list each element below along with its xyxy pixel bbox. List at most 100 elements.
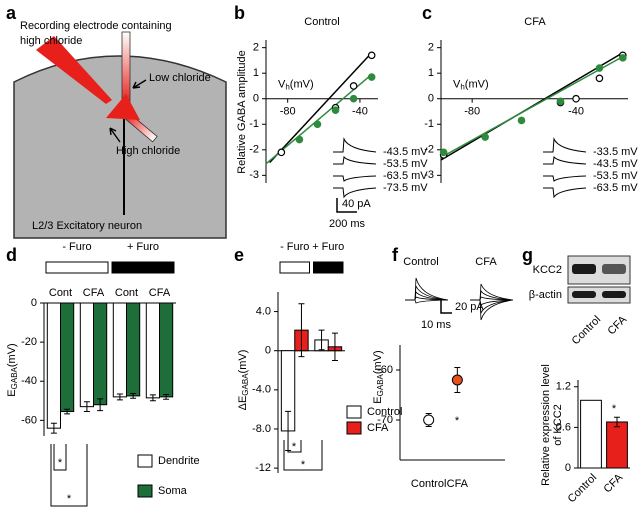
axis-label: ΔEGABA(mV): [237, 350, 250, 411]
diagram-label: high chloride: [20, 35, 82, 47]
error-bar: [130, 393, 137, 399]
x-tick-label: -80: [464, 106, 480, 118]
y-tick-label: 0: [265, 345, 271, 357]
point: [517, 116, 526, 125]
x-tick-label: Cont: [49, 287, 72, 299]
bar: [93, 302, 108, 406]
annotation: *: [67, 493, 72, 505]
bar: [79, 302, 95, 408]
current-trace: [470, 296, 514, 301]
current-trace: [470, 299, 514, 306]
blot-band: [572, 291, 596, 298]
y-tick-label: -40: [21, 375, 37, 387]
error-bar: [116, 393, 123, 401]
label-part: GABA: [10, 366, 19, 389]
x-tick-label: CFA: [602, 471, 626, 495]
panel-label: e: [234, 245, 244, 265]
diagram-label: High chloride: [116, 145, 180, 157]
label-part: E: [372, 396, 384, 403]
arrow: [109, 127, 121, 143]
current-trace: [470, 299, 514, 321]
label-part: h: [460, 83, 464, 92]
y-tick-label: -60: [21, 414, 37, 426]
y-tick-label: -2: [249, 144, 259, 156]
panel-label: b: [234, 3, 245, 23]
bracket: [283, 440, 323, 471]
panel-label: c: [422, 3, 432, 23]
diagram-label: L2/3 Excitatory neuron: [32, 220, 142, 232]
bar: [145, 302, 161, 399]
group-bar: [279, 261, 310, 274]
group-label: + Furo: [312, 241, 344, 253]
bracket: [53, 444, 67, 471]
trace-label: -63.5 mV: [383, 170, 428, 182]
label-part: h: [285, 83, 289, 92]
y-tick-label: -1: [249, 118, 259, 130]
point: [331, 106, 340, 115]
x-tick-label: CFA: [447, 478, 469, 490]
y-tick-label: 0.6: [556, 421, 571, 433]
point: [572, 94, 580, 103]
point: [595, 74, 604, 83]
label-part: E: [6, 389, 18, 396]
blot-label: KCC2: [533, 264, 562, 276]
y-tick-label: 0: [428, 93, 434, 105]
current-trace: [333, 175, 377, 182]
bracket: [287, 440, 302, 453]
current-trace: [543, 137, 587, 153]
error-bar: [298, 303, 305, 358]
point: [349, 94, 358, 103]
fit-line: [269, 52, 373, 164]
trace-label: -53.5 mV: [593, 170, 638, 182]
error-bar: [318, 329, 325, 351]
label-part: (mV): [237, 350, 249, 374]
x-tick-label: -40: [568, 106, 584, 118]
point: [439, 148, 448, 157]
axis-label: of KCC2: [552, 404, 564, 446]
label-part: GABA: [376, 373, 385, 396]
current-trace: [333, 187, 377, 199]
group-label: + Furo: [127, 241, 159, 253]
error-bar: [83, 401, 90, 413]
annotation: *: [301, 459, 306, 471]
current-trace: [405, 277, 449, 301]
x-tick-label: Control: [566, 472, 600, 506]
diagram-label: Low chloride: [149, 72, 211, 84]
trace-label: -73.5 mV: [383, 182, 428, 194]
label-part: ΔE: [237, 396, 249, 411]
label-part: (mV): [290, 79, 314, 91]
y-tick-label: 2: [428, 42, 434, 54]
y-tick-label: -4.0: [252, 384, 271, 396]
point: [556, 97, 565, 106]
x-tick-label: CFA: [149, 287, 171, 299]
annotation: *: [58, 457, 63, 469]
current-trace: [333, 137, 377, 153]
trace-title: Control: [403, 256, 438, 268]
y-tick-label: 0: [565, 462, 571, 474]
blot-band: [602, 264, 626, 274]
point: [295, 135, 304, 144]
annotation: *: [455, 415, 460, 427]
error-bar: [97, 398, 104, 412]
x-tick-label: Control: [411, 478, 446, 490]
y-tick-label: 0: [31, 297, 37, 309]
panel-label: a: [6, 3, 17, 23]
point: [451, 374, 463, 386]
legend-swatch: [137, 454, 153, 468]
trace-label: -63.5 mV: [593, 182, 638, 194]
scale-bar: [440, 300, 452, 314]
electrode: [36, 36, 112, 104]
legend-swatch: [346, 421, 362, 435]
bar: [580, 399, 602, 469]
y-tick-label: -12: [255, 462, 271, 474]
apical-dendrite: [121, 31, 131, 105]
trace-label: -33.5 mV: [593, 146, 638, 158]
blot-label: β-actin: [529, 289, 562, 301]
label-part: (mV): [372, 350, 384, 374]
bar: [112, 302, 128, 398]
y-tick-label: 1: [253, 67, 259, 79]
panel-label: f: [392, 245, 399, 265]
bar: [159, 302, 174, 398]
y-tick-label: -60: [377, 364, 393, 376]
y-tick-label: 1: [428, 67, 434, 79]
